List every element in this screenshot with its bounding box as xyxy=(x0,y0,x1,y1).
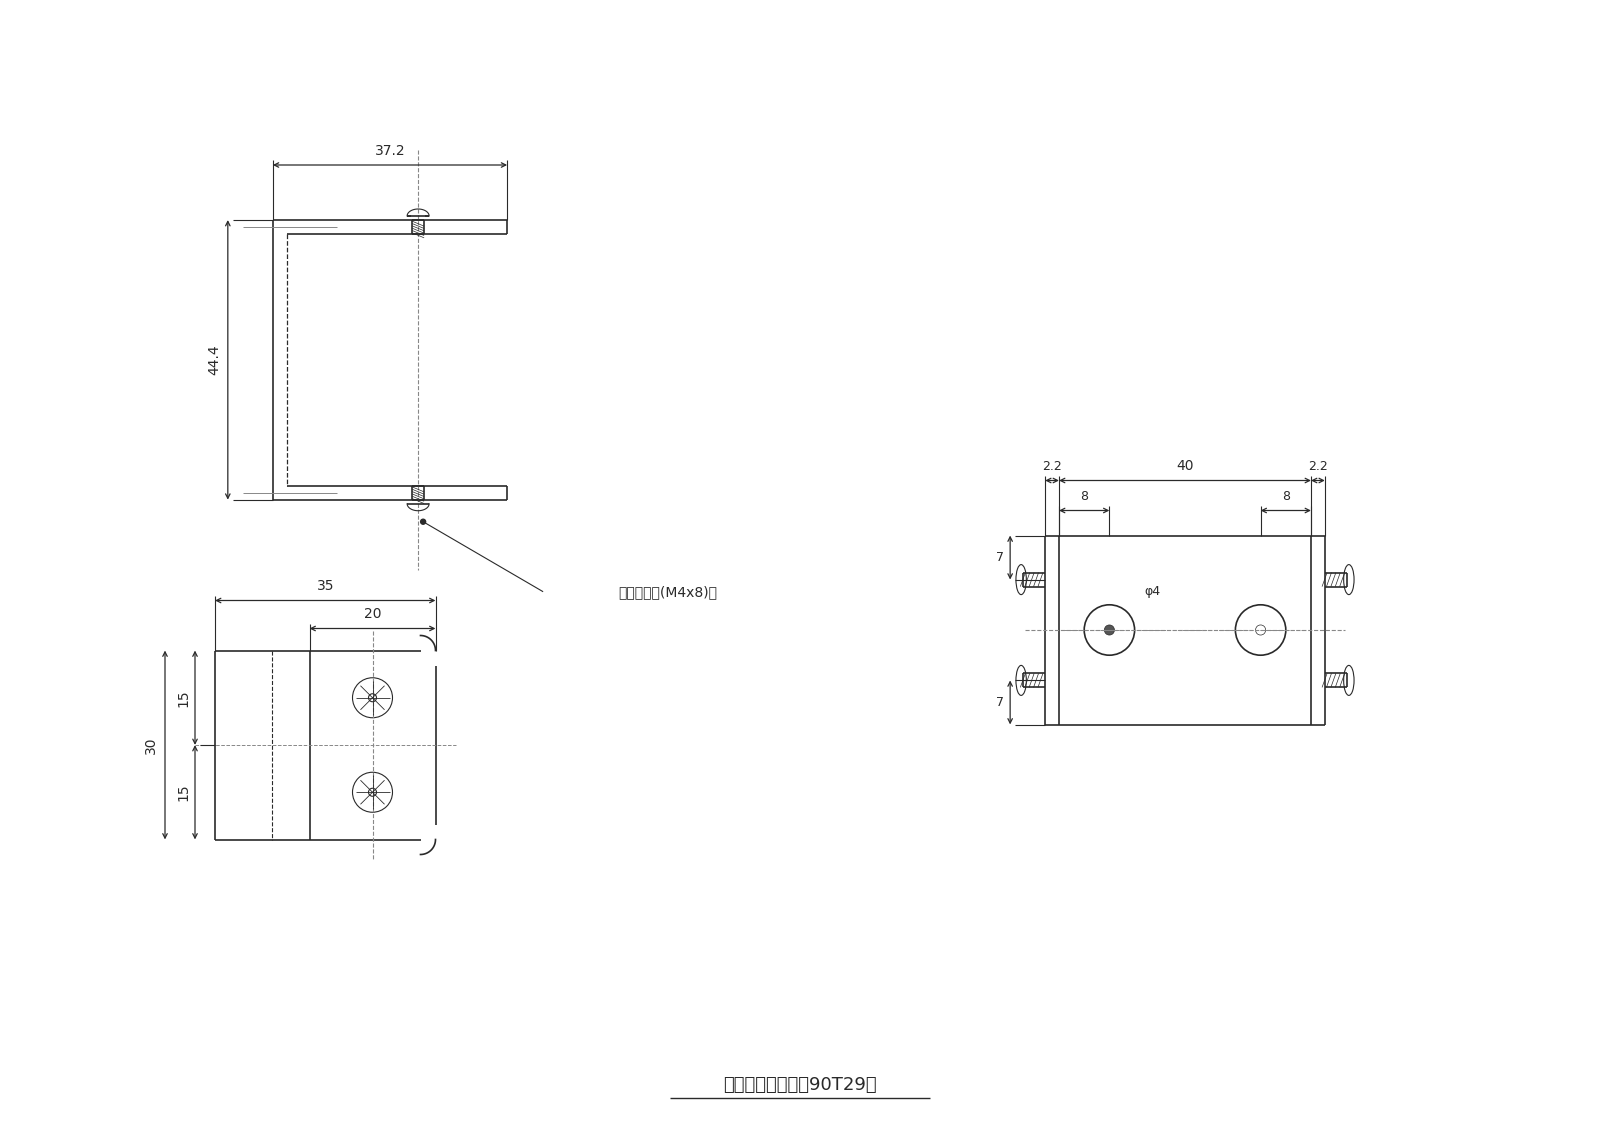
Text: 8: 8 xyxy=(1080,490,1088,503)
Text: 7: 7 xyxy=(996,696,1004,709)
Text: φ4: φ4 xyxy=(1144,585,1160,598)
Circle shape xyxy=(420,519,425,524)
Text: 2.2: 2.2 xyxy=(1309,460,1328,473)
Text: ナベ小ネジ(M4x8)付: ナベ小ネジ(M4x8)付 xyxy=(618,584,718,599)
Text: 7: 7 xyxy=(996,551,1004,564)
Text: 44.4: 44.4 xyxy=(206,345,221,375)
Text: 35: 35 xyxy=(316,580,334,593)
Circle shape xyxy=(1104,625,1114,635)
Text: 37.2: 37.2 xyxy=(374,144,406,158)
Text: 30: 30 xyxy=(144,737,158,754)
Text: 15: 15 xyxy=(176,783,190,801)
Text: 40: 40 xyxy=(1176,460,1194,473)
Text: 20: 20 xyxy=(364,608,382,622)
Text: 8: 8 xyxy=(1282,490,1290,503)
Text: 間仕切固定金具（90T29）: 間仕切固定金具（90T29） xyxy=(724,1076,877,1094)
Text: 15: 15 xyxy=(176,689,190,706)
Text: 2.2: 2.2 xyxy=(1042,460,1063,473)
